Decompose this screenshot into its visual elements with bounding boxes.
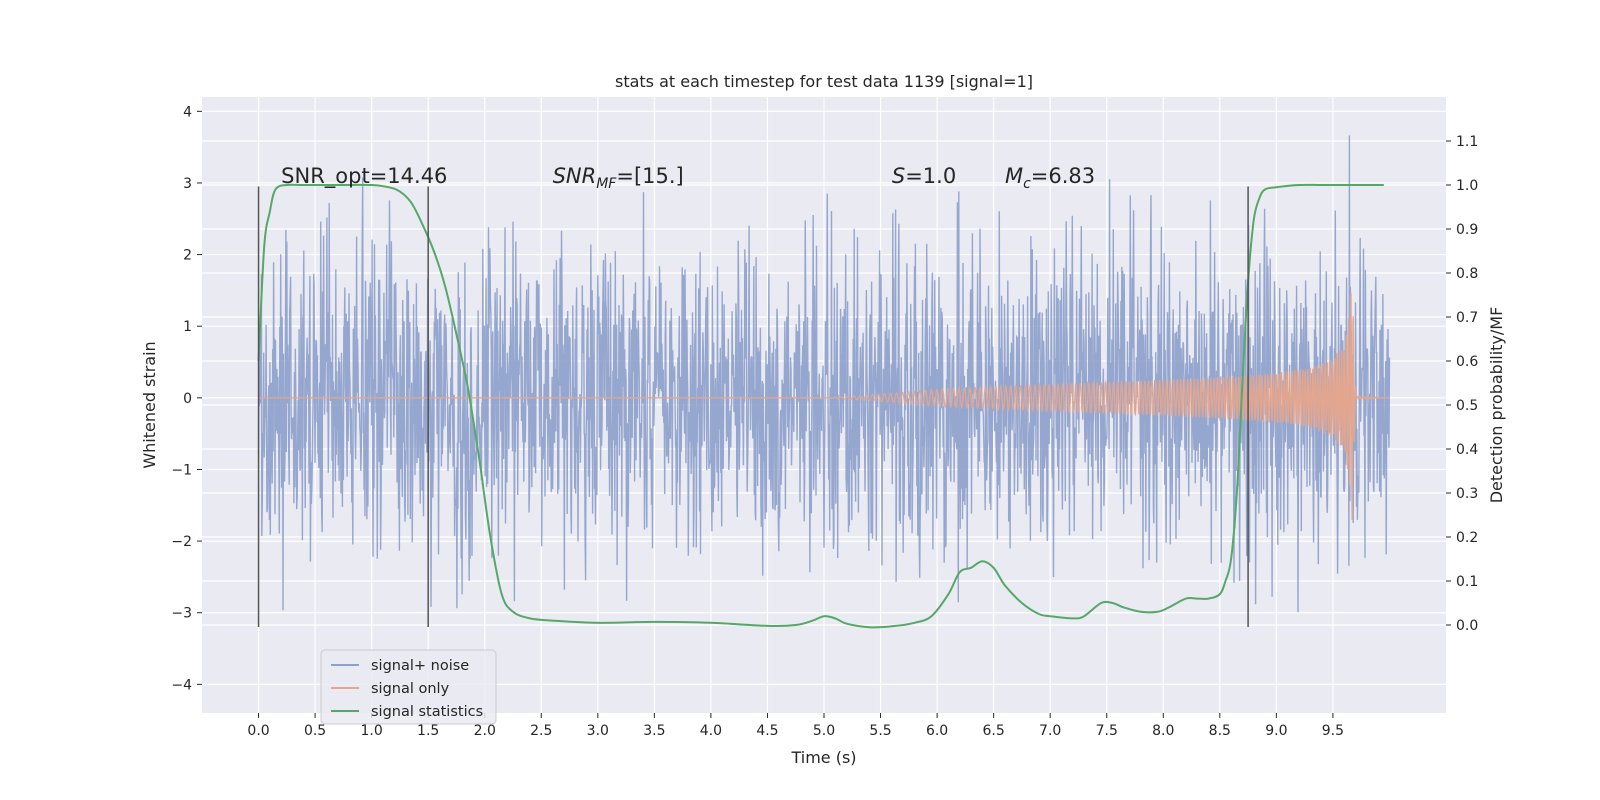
legend-label: signal only xyxy=(371,681,450,697)
x-tick-label: 5.5 xyxy=(869,723,891,739)
series-signal-only-line xyxy=(258,292,1390,521)
y-right-tick-label: 0.2 xyxy=(1456,530,1478,546)
series-signal-statistics-line xyxy=(257,183,1384,629)
y-right-tick-label: 0.6 xyxy=(1456,354,1478,370)
y-left-tick-label: −4 xyxy=(171,677,192,693)
x-tick-label: 2.0 xyxy=(474,723,496,739)
y-right-tick-label: 0.4 xyxy=(1456,442,1478,458)
y-right-tick-label: 0.5 xyxy=(1456,398,1478,414)
annotations: SNR_opt=14.46 SNRMF=[15.] S=1.0 Mc=6.83 xyxy=(281,164,1095,192)
y-left-tick-label: 0 xyxy=(183,391,192,407)
legend-label: signal statistics xyxy=(371,704,483,720)
y-left-tick-label: 2 xyxy=(183,248,192,264)
legend: signal+ noise signal only signal statistic… xyxy=(320,649,497,725)
annotation: SNR_opt=14.46 xyxy=(281,164,447,189)
x-tick-label: 8.0 xyxy=(1152,723,1174,739)
y-left-tick-label: −3 xyxy=(171,606,192,622)
x-axis-label: Time (s) xyxy=(790,748,856,767)
y-right-tick-label: 0.0 xyxy=(1456,618,1478,634)
y-right-tick-label: 1.0 xyxy=(1456,178,1478,194)
vertical-markers xyxy=(257,186,1249,628)
y-axis-right-label: Detection probability/MF xyxy=(1487,307,1506,504)
x-tick-label: 1.0 xyxy=(361,723,383,739)
y-left-tick-label: 4 xyxy=(183,104,192,120)
x-tick-label: 4.5 xyxy=(756,723,778,739)
y-left-tick-label: −2 xyxy=(171,534,192,550)
x-tick-label: 4.0 xyxy=(700,723,722,739)
y-right-tick-label: 0.1 xyxy=(1456,574,1478,590)
annotation: S=1.0 xyxy=(892,164,956,188)
legend-box xyxy=(320,649,497,725)
x-axis: 0.0 0.5 1.0 1.5 2.0 2.5 3.0 3.5 4.0 4.5 5.0 5.5 6.0 6… xyxy=(247,713,1344,739)
x-tick-label: 7.0 xyxy=(1039,723,1061,739)
x-tick-label: 3.0 xyxy=(587,723,609,739)
x-tick-label: 3.5 xyxy=(643,723,665,739)
x-tick-label: 6.0 xyxy=(926,723,948,739)
y-axis-left-label: Whitened strain xyxy=(140,341,159,468)
x-tick-label: 9.0 xyxy=(1265,723,1287,739)
y-right-tick-label: 0.7 xyxy=(1456,310,1478,326)
x-tick-label: 0.5 xyxy=(304,723,326,739)
x-tick-label: 7.5 xyxy=(1096,723,1118,739)
x-tick-label: 0.0 xyxy=(247,723,269,739)
y-left-tick-label: −1 xyxy=(171,462,192,478)
x-tick-label: 8.5 xyxy=(1209,723,1231,739)
x-tick-label: 9.5 xyxy=(1322,723,1344,739)
chart-title: stats at each timestep for test data 113… xyxy=(615,72,1033,91)
y-axis-left: −4 −3 −2 −1 0 1 2 3 4 xyxy=(171,104,202,693)
series-layer xyxy=(257,135,1391,629)
x-tick-label: 2.5 xyxy=(530,723,552,739)
x-tick-label: 5.0 xyxy=(813,723,835,739)
x-tick-label: 6.5 xyxy=(983,723,1005,739)
y-right-tick-label: 1.1 xyxy=(1456,134,1478,150)
y-left-tick-label: 3 xyxy=(183,176,192,192)
y-left-tick-label: 1 xyxy=(183,319,192,335)
series-signal-noise-line xyxy=(257,135,1391,613)
annotation: Mc=6.83 xyxy=(1005,164,1095,192)
y-right-tick-label: 0.3 xyxy=(1456,486,1478,502)
legend-label: signal+ noise xyxy=(371,658,469,674)
y-right-tick-label: 0.9 xyxy=(1456,222,1478,238)
annotation: SNRMF=[15.] xyxy=(553,164,684,192)
x-tick-label: 1.5 xyxy=(417,723,439,739)
y-right-tick-label: 0.8 xyxy=(1456,266,1478,282)
y-axis-right: 0.0 0.1 0.2 0.3 0.4 0.5 0.6 0.7 0.8 0.9 1.0 1.1 xyxy=(1446,134,1478,634)
